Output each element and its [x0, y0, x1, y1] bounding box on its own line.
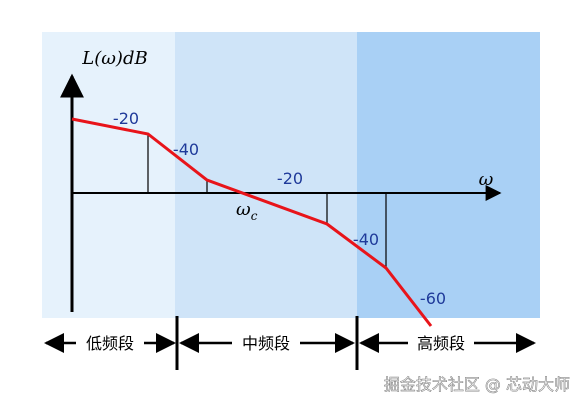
guide-lines [147, 134, 387, 268]
slope-label: -20 [277, 169, 303, 188]
crossover-subscript: c [251, 209, 258, 223]
crossover-symbol: ω [236, 199, 251, 220]
high-band-region [357, 32, 540, 318]
magnitude-curve [71, 117, 433, 327]
crossover-label: ωc [236, 199, 258, 223]
band-label: 高频段 [417, 334, 465, 353]
slope-label: -20 [113, 109, 139, 128]
watermark: 掘金技术社区 @ 芯动大师 [384, 375, 570, 394]
band-dividers [175, 316, 359, 370]
slope-label: -40 [353, 230, 379, 249]
y-axis-label: L(ω)dB [81, 48, 147, 69]
mid-band-region [175, 32, 357, 318]
slope-label: -40 [173, 140, 199, 159]
slope-label: -60 [420, 289, 446, 308]
low-band-region [42, 32, 175, 318]
band-label: 中频段 [242, 334, 290, 353]
x-axis-label: ω [479, 169, 494, 190]
band-label: 低频段 [86, 334, 134, 353]
